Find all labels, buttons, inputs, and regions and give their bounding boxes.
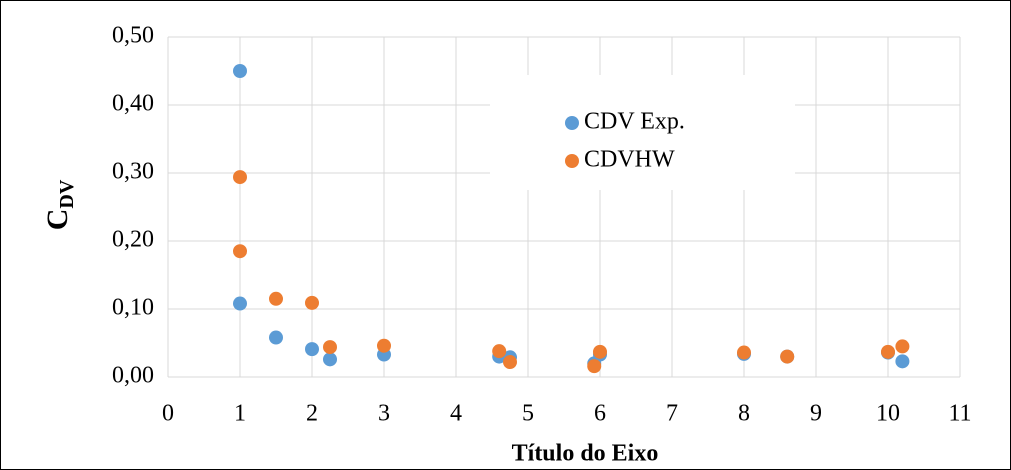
legend-label: CDVHW	[584, 147, 675, 173]
legend-label: CDV Exp.	[584, 109, 685, 135]
y-tick-label: 0,50	[112, 23, 154, 49]
x-tick-label: 2	[306, 401, 318, 427]
point	[587, 359, 602, 374]
x-tick-label: 11	[948, 401, 971, 427]
x-axis-title: Título do Eixo	[512, 441, 659, 467]
point	[737, 345, 751, 360]
y-axis-title-main: C	[41, 209, 74, 231]
legend-box	[490, 75, 795, 190]
x-tick-label: 9	[810, 401, 822, 427]
point	[305, 342, 319, 357]
y-tick-label: 0,30	[112, 159, 154, 185]
y-axis-title-sub: DV	[56, 179, 78, 208]
point	[323, 340, 337, 355]
x-tick-label: 8	[738, 401, 750, 427]
legend-marker	[565, 154, 579, 168]
x-tick-label: 0	[162, 401, 174, 427]
x-tick-label: 4	[450, 401, 462, 427]
point	[593, 344, 607, 359]
x-tick-label: 1	[234, 401, 246, 427]
x-tick-label: 10	[876, 401, 900, 427]
y-tick-label: 0,20	[112, 227, 154, 253]
legend: CDV Exp. CDVHW	[490, 75, 795, 190]
point	[492, 344, 507, 359]
legend-marker	[565, 116, 579, 130]
y-tick-label: 0,10	[112, 295, 154, 321]
y-tick-label: 0,00	[112, 363, 154, 389]
point	[881, 344, 895, 359]
x-tick-label: 7	[666, 401, 678, 427]
y-tick-label: 0,40	[112, 91, 154, 117]
x-tick-label: 6	[594, 401, 606, 427]
point	[233, 244, 247, 259]
point	[895, 339, 910, 354]
point	[269, 291, 283, 306]
point	[269, 330, 283, 345]
point	[323, 352, 337, 367]
x-tick-label: 3	[378, 401, 390, 427]
point	[895, 354, 910, 369]
x-tick-label: 5	[522, 401, 534, 427]
y-axis-title: CDV	[41, 179, 78, 230]
point	[233, 170, 247, 185]
point	[233, 64, 247, 78]
point	[305, 295, 319, 310]
point	[377, 338, 391, 353]
point	[503, 355, 517, 370]
point	[233, 296, 247, 311]
point	[780, 349, 795, 364]
